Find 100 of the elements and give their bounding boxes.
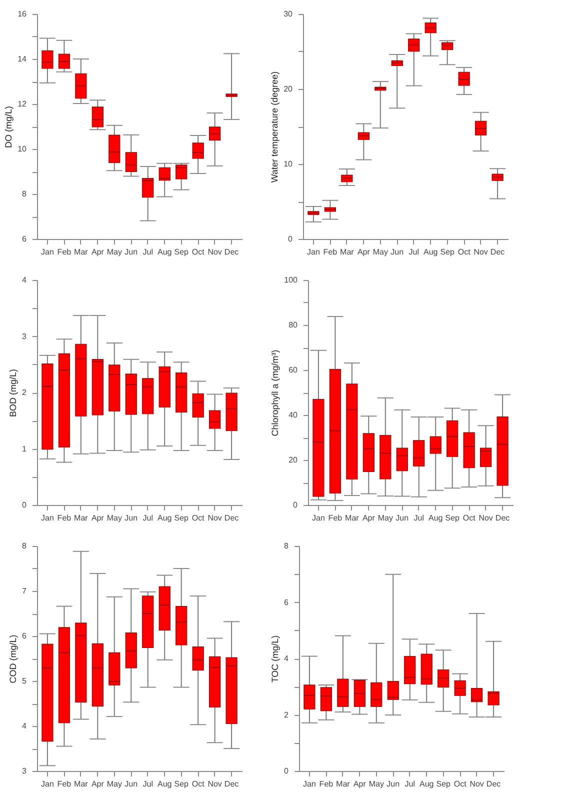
y-axis-title: Water temperature (degree) xyxy=(270,71,280,183)
x-tick-label: Oct xyxy=(192,514,206,522)
x-tick-label: Jun xyxy=(390,248,404,256)
x-tick-label: Jun xyxy=(396,514,409,522)
x-tick-label: Oct xyxy=(192,248,206,256)
x-tick-label: Dec xyxy=(224,248,239,256)
x-tick-label: Jan xyxy=(41,248,54,256)
y-tick-label: 10 xyxy=(284,160,294,168)
y-tick-label: 8 xyxy=(22,542,28,550)
x-tick-label: Jul xyxy=(408,248,420,256)
y-tick-label: 4 xyxy=(284,654,290,663)
x-tick-label: Nov xyxy=(474,248,488,256)
y-tick-label: 80 xyxy=(288,320,298,330)
x-tick-label: Sep xyxy=(445,514,460,522)
y-tick-label: 0 xyxy=(293,500,298,510)
x-tick-label: Mar xyxy=(340,248,354,256)
x-tick-label: Mar xyxy=(74,248,88,256)
y-axis-title: BOD (mg/L) xyxy=(8,368,18,418)
y-tick-label: 20 xyxy=(288,456,298,464)
y-tick-label: 6 xyxy=(284,598,290,607)
y-tick-label: 8 xyxy=(284,542,290,550)
x-tick-label: May xyxy=(106,514,122,522)
x-tick-label: May xyxy=(106,248,122,256)
y-tick-label: 8 xyxy=(22,190,28,198)
y-axis-title: COD (mg/L) xyxy=(8,634,18,684)
x-tick-label: Feb xyxy=(328,514,343,522)
y-tick-label: 30 xyxy=(284,10,294,18)
y-tick-label: 6 xyxy=(22,234,28,244)
x-tick-label: Jan xyxy=(307,248,320,256)
y-tick-label: 12 xyxy=(18,100,28,108)
y-tick-label: 5 xyxy=(22,676,28,686)
y-tick-label: 0 xyxy=(22,500,28,510)
x-tick-label: Oct xyxy=(454,780,468,788)
x-tick-label: Mar xyxy=(74,780,88,788)
y-tick-label: 7 xyxy=(22,586,28,596)
y-tick-label: 10 xyxy=(18,144,28,154)
x-tick-label: Nov xyxy=(478,514,493,522)
x-tick-label: Nov xyxy=(208,514,222,522)
x-tick-label: Mar xyxy=(336,780,350,788)
x-tick-label: Apr xyxy=(357,248,370,256)
x-tick-label: Feb xyxy=(57,780,72,788)
y-tick-label: 1 xyxy=(22,444,28,454)
x-tick-label: Jun xyxy=(124,248,138,256)
x-tick-label: Jun xyxy=(124,514,138,522)
x-tick-label: Dec xyxy=(490,248,505,256)
y-tick-label: 20 xyxy=(284,84,294,94)
x-tick-label: Mar xyxy=(74,514,88,522)
x-tick-label: Dec xyxy=(495,514,510,522)
x-tick-label: Apr xyxy=(91,248,104,256)
y-tick-label: 16 xyxy=(18,10,28,18)
x-tick-label: Sep xyxy=(436,780,452,788)
x-tick-label: Jan xyxy=(303,780,316,788)
x-tick-label: May xyxy=(106,780,122,788)
x-tick-label: Dec xyxy=(486,780,501,788)
y-axis-title: Chlorophyll a (mg/m³) xyxy=(270,350,280,436)
x-tick-label: Sep xyxy=(174,514,190,522)
x-tick-label: Jul xyxy=(142,248,154,256)
x-tick-label: Jun xyxy=(124,780,138,788)
x-tick-label: May xyxy=(372,248,388,256)
y-axis-title: TOC (mg/L) xyxy=(270,635,280,683)
y-tick-label: 4 xyxy=(22,722,28,730)
y-tick-label: 60 xyxy=(288,366,298,374)
x-tick-label: Feb xyxy=(319,780,334,788)
y-tick-label: 2 xyxy=(284,710,290,720)
x-tick-label: Dec xyxy=(224,514,239,522)
y-axis-title: DO (mg/L) xyxy=(4,106,14,148)
x-tick-label: Dec xyxy=(224,780,239,788)
y-tick-label: 3 xyxy=(22,332,28,341)
x-tick-label: Oct xyxy=(458,248,472,256)
x-tick-label: Aug xyxy=(423,248,438,256)
x-tick-label: May xyxy=(368,780,384,788)
x-tick-label: Aug xyxy=(428,514,443,522)
x-tick-label: Nov xyxy=(470,780,484,788)
x-tick-label: Jun xyxy=(386,780,400,788)
x-tick-label: Jan xyxy=(312,514,325,522)
y-tick-label: 6 xyxy=(22,632,28,640)
x-tick-label: Sep xyxy=(440,248,456,256)
x-tick-label: Jul xyxy=(404,780,416,788)
x-tick-label: Aug xyxy=(157,780,172,788)
x-tick-label: May xyxy=(378,514,393,522)
y-tick-label: 0 xyxy=(284,766,290,776)
x-tick-label: Nov xyxy=(208,780,222,788)
x-tick-label: Jul xyxy=(142,514,154,522)
x-tick-label: Sep xyxy=(174,780,190,788)
x-tick-label: Feb xyxy=(323,248,338,256)
x-tick-label: Aug xyxy=(157,514,172,522)
y-tick-label: 40 xyxy=(288,410,298,420)
x-tick-label: Aug xyxy=(419,780,434,788)
x-tick-label: Sep xyxy=(174,248,190,256)
x-tick-label: Jan xyxy=(41,780,54,788)
x-tick-label: Apr xyxy=(91,514,104,522)
x-tick-label: Aug xyxy=(157,248,172,256)
x-tick-label: Oct xyxy=(192,780,206,788)
x-tick-label: Apr xyxy=(362,514,376,522)
x-tick-label: Apr xyxy=(353,780,366,788)
x-tick-label: Jul xyxy=(414,514,424,522)
x-tick-label: Jan xyxy=(41,514,54,522)
x-tick-label: Jul xyxy=(142,780,154,788)
x-tick-label: Oct xyxy=(462,514,476,522)
y-tick-label: 0 xyxy=(288,234,294,244)
